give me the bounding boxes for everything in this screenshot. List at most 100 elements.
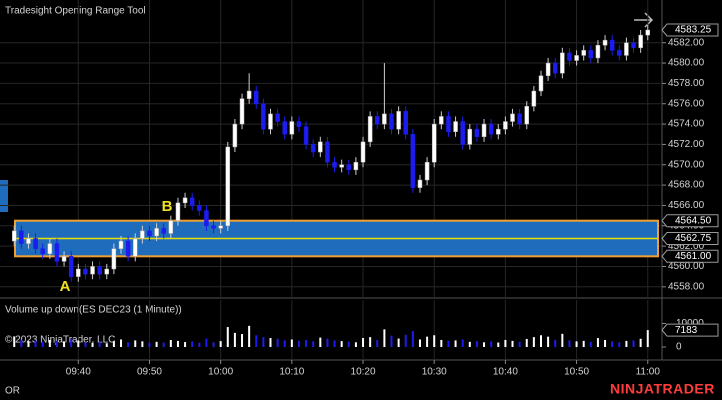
candle-body <box>261 103 266 130</box>
candle-body <box>318 141 323 153</box>
volume-bar <box>255 335 258 347</box>
x-tick-label: 10:40 <box>493 367 518 378</box>
candle-body <box>97 266 102 275</box>
volume-bar <box>297 340 300 347</box>
candle-body <box>446 116 451 132</box>
candle-body <box>609 39 615 51</box>
volume-bar <box>554 339 557 347</box>
volume-bar <box>155 341 158 347</box>
candle-body <box>375 116 380 125</box>
volume-bar <box>184 342 187 347</box>
candle-body <box>346 164 352 171</box>
volume-bar <box>404 334 407 347</box>
volume-bar <box>141 341 144 347</box>
candle-body <box>90 266 95 275</box>
volume-bar <box>568 340 571 347</box>
candle-body <box>282 121 287 135</box>
volume-bar <box>262 337 265 347</box>
candle-body <box>574 55 579 61</box>
candle-body <box>296 121 302 127</box>
candle-body <box>510 113 515 122</box>
candle-body <box>310 144 316 153</box>
candle-body <box>367 116 373 143</box>
y-tick-label: 4570.00 <box>668 159 705 170</box>
volume-bar <box>70 338 73 347</box>
x-tick-label: 10:00 <box>208 367 233 378</box>
volume-bar <box>611 341 614 347</box>
candle-body <box>125 240 131 257</box>
y-tick-label: 4582.00 <box>668 37 705 48</box>
candle-body <box>239 98 245 125</box>
candle-body <box>538 75 544 92</box>
volume-bar <box>426 336 429 347</box>
volume-bar <box>27 341 30 347</box>
volume-bar <box>241 334 244 347</box>
volume-bar <box>582 340 585 347</box>
volume-bar <box>547 336 550 347</box>
brand-logo: NINJATRADER <box>610 381 715 397</box>
volume-bar <box>84 342 87 347</box>
candle-body <box>104 268 110 275</box>
or-low-box <box>661 249 719 263</box>
candle-body <box>61 256 67 262</box>
candle-body <box>211 225 216 229</box>
candle-body <box>460 121 465 145</box>
y-tick-label: 4574.00 <box>668 119 705 130</box>
volume-bar <box>148 342 151 347</box>
or-mid: 4562.75 <box>675 233 712 244</box>
candle-body <box>76 268 81 277</box>
volume-title: Volume up down(ES DEC23 (1 Minute)) <box>5 305 182 316</box>
volume-bar <box>98 341 101 347</box>
candle-body <box>40 248 45 255</box>
candle-body <box>467 128 473 145</box>
candle-body <box>154 228 159 237</box>
volume-bar <box>340 341 343 347</box>
candle-body <box>83 268 88 275</box>
y-tick-label: 4580.00 <box>668 58 705 69</box>
y-tick-label: 4572.00 <box>668 139 705 150</box>
volume-bar <box>198 342 201 347</box>
last-volume-box <box>661 323 719 337</box>
candle-body <box>54 243 60 262</box>
x-tick-label: 09:40 <box>66 367 91 378</box>
volume-bar <box>112 341 115 347</box>
side-tab[interactable] <box>0 180 8 212</box>
volume-bar <box>418 339 421 347</box>
scroll-arrow[interactable] <box>634 12 654 28</box>
volume-bar <box>120 339 123 347</box>
y-tick-label: 4562.00 <box>668 241 705 252</box>
x-tick-label: 10:30 <box>422 367 447 378</box>
x-tick-label: 11:00 <box>636 367 661 378</box>
volume-bar <box>625 340 628 347</box>
volume-bar <box>525 339 528 347</box>
volume-bar <box>205 338 208 347</box>
candle-body <box>396 111 401 130</box>
candle-body <box>488 123 494 135</box>
volume-bar <box>63 341 66 347</box>
volume-bar <box>646 330 649 347</box>
volume-bar <box>447 340 450 347</box>
candle-body <box>552 62 558 74</box>
candle-body <box>360 141 366 163</box>
candle-body <box>303 126 309 145</box>
volume-bar <box>433 335 436 347</box>
candle-body <box>47 243 53 255</box>
candle-body <box>19 230 24 244</box>
candle-body <box>624 42 629 56</box>
volume-bar <box>497 342 500 347</box>
candle-body <box>602 39 608 46</box>
or-high-box <box>661 214 719 228</box>
volume-bar <box>618 342 621 347</box>
candle-body <box>481 123 487 138</box>
volume-bar <box>269 338 272 347</box>
candle-body <box>140 230 145 239</box>
candle-body <box>567 52 572 61</box>
footer-label: OR <box>5 386 20 397</box>
volume-bar <box>319 337 322 347</box>
volume-bar <box>55 340 58 347</box>
candle-body <box>531 90 537 107</box>
copyright: © 2023 NinjaTrader, LLC <box>5 335 115 346</box>
candle-body <box>111 248 117 270</box>
y-tick-label: 4558.00 <box>668 281 705 292</box>
